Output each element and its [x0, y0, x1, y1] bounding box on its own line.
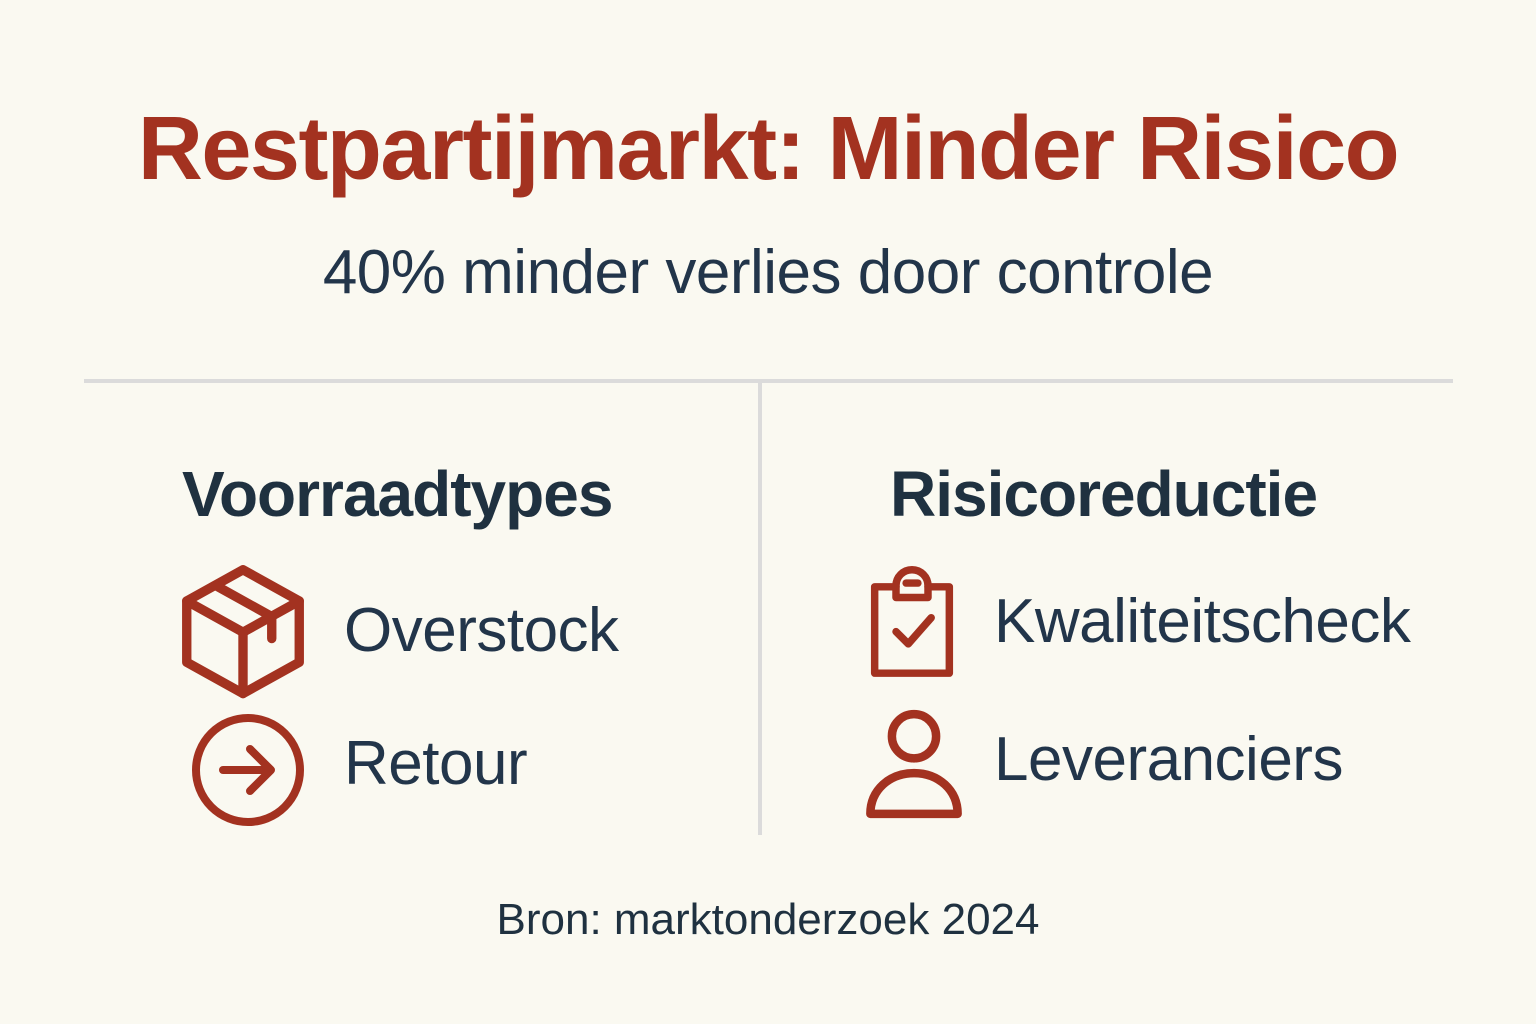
left-column-heading: Voorraadtypes — [182, 458, 613, 530]
list-item-label: Kwaliteitscheck — [994, 587, 1411, 656]
list-item-overstock: Overstock — [168, 556, 619, 706]
arrow-right-circle-icon — [192, 714, 304, 826]
horizontal-divider — [84, 379, 1453, 383]
list-item-label: Overstock — [344, 596, 619, 665]
clipboard-check-icon — [870, 566, 954, 677]
vertical-divider — [758, 383, 762, 835]
package-icon — [182, 565, 304, 699]
source-text: Bron: marktonderzoek 2024 — [496, 895, 1040, 944]
list-item-leveranciers: Leveranciers — [846, 696, 1343, 832]
list-item-kwaliteitscheck: Kwaliteitscheck — [848, 558, 1411, 686]
right-column-heading: Risicoreductie — [890, 458, 1318, 530]
page-subtitle: 40% minder verlies door controle — [322, 238, 1214, 307]
list-item-label: Leveranciers — [994, 725, 1343, 794]
person-icon — [866, 709, 962, 819]
list-item-label: Retour — [344, 729, 528, 798]
list-item-retour: Retour — [188, 710, 528, 830]
page-title: Restpartijmarkt: Minder Risico — [137, 99, 1400, 199]
